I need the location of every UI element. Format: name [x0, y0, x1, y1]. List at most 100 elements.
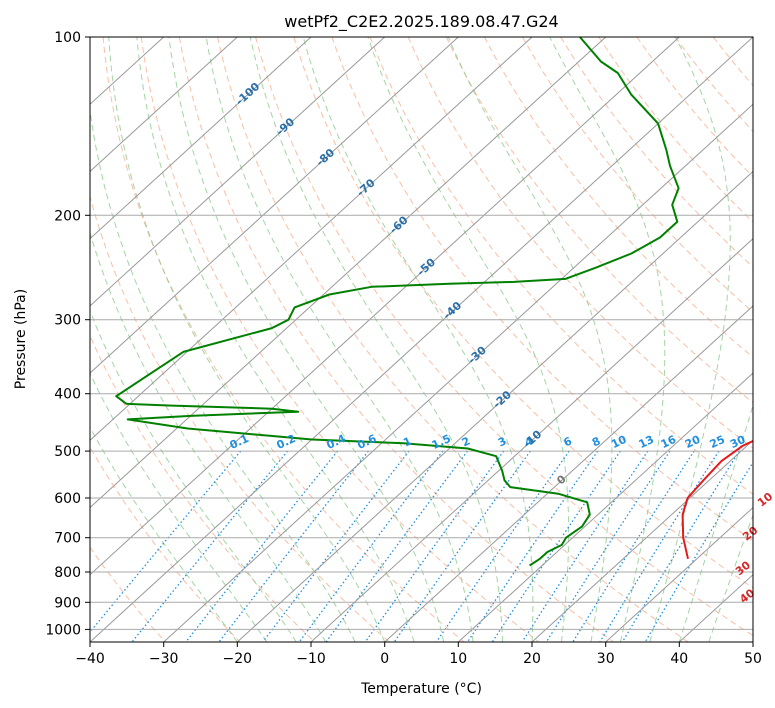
y-tick-label: 700	[54, 531, 81, 547]
y-tick-label: 900	[54, 595, 81, 611]
isotherm-line	[90, 37, 459, 374]
mixing-ratio-label: 0.4	[325, 432, 348, 452]
moist-adiabat-line	[205, 37, 474, 642]
chart-title: wetPf2_C2E2.2025.189.08.47.G24	[284, 12, 558, 32]
y-tick-label: 800	[54, 565, 81, 581]
y-tick-label: 500	[54, 444, 81, 460]
moist-adiabat-line	[90, 426, 238, 642]
background-lines	[90, 37, 753, 642]
x-tick-label: 0	[380, 651, 389, 667]
isotherm-line	[163, 103, 753, 642]
dry-adiabat-line	[102, 37, 465, 642]
temperature-profile	[681, 439, 753, 560]
dry-adiabat-line	[636, 37, 753, 178]
dry-adiabat-line	[674, 37, 753, 133]
y-tick-label: 100	[54, 30, 81, 46]
x-tick-label: −10	[296, 651, 326, 667]
moist-adiabat-line	[302, 37, 534, 642]
isotherm-line	[531, 439, 753, 642]
isotherm-line	[310, 237, 753, 642]
isotherm-line	[90, 37, 607, 509]
y-tick-label: 200	[54, 208, 81, 224]
moist-adiabat-line	[708, 513, 753, 642]
mixing-ratio-label: 6	[562, 434, 575, 449]
y-tick-label: 1000	[45, 622, 81, 638]
profile-lines	[115, 37, 753, 567]
x-tick-label: −20	[223, 651, 253, 667]
mixing-ratio-label: 1	[401, 434, 413, 449]
mixing-ratio-label: 20	[683, 433, 703, 451]
x-tick-label: −30	[149, 651, 179, 667]
moist-adiabat-line	[90, 372, 268, 642]
isotherm-line	[236, 170, 753, 642]
mixing-ratio-line	[262, 450, 410, 642]
isotherm-line	[90, 37, 238, 173]
dry-adiabat-line	[331, 37, 753, 542]
moist-adiabat-line	[108, 37, 386, 642]
dry-adiabat-line	[255, 37, 753, 637]
dry-adiabat-line	[217, 37, 689, 642]
mixing-ratio-line	[185, 450, 339, 642]
x-tick-label: −40	[75, 651, 105, 667]
moist-adiabat-line	[367, 37, 570, 642]
moist-adiabat-line	[90, 230, 327, 642]
mixing-ratio-line	[521, 450, 649, 642]
dry-adiabat-line	[293, 37, 753, 589]
isotherm-line	[752, 641, 753, 642]
mixing-ratio-line	[218, 450, 369, 642]
mixing-ratio-line	[435, 450, 570, 642]
mixing-ratio-line	[621, 450, 740, 642]
mixing-ratio-line	[90, 450, 242, 634]
mixing-ratio-line	[298, 450, 444, 642]
mixing-ratio-label: 8	[590, 434, 602, 449]
dry-adiabat-line	[178, 37, 614, 642]
mixing-ratio-label: 3	[496, 434, 508, 449]
x-tick-label: 20	[523, 651, 541, 667]
isotherm-line	[90, 37, 680, 576]
mixing-ratio-line	[364, 450, 505, 642]
x-tick-label: 40	[670, 651, 688, 667]
mixing-ratio-label: 25	[708, 433, 727, 451]
dry-adiabat-line	[598, 37, 753, 223]
mixing-ratio-line	[466, 450, 599, 642]
moist-adiabat-line	[90, 309, 297, 642]
dry-adiabat-line	[750, 37, 753, 40]
dry-adiabat-label: 20	[740, 524, 760, 544]
mixing-ratio-line	[325, 450, 469, 642]
isotherm-line	[90, 37, 533, 442]
dry-adiabat-label: 30	[733, 558, 753, 578]
dry-adiabat-label: 10	[755, 490, 775, 510]
moist-adiabat-line	[249, 37, 503, 642]
mixing-ratio-label: 0.2	[275, 432, 298, 452]
moist-adiabat-line	[90, 106, 356, 642]
dry-adiabat-line	[445, 37, 753, 404]
x-tick-label: 10	[449, 651, 467, 667]
dry-adiabat-line	[90, 194, 390, 642]
dry-adiabat-label: 40	[737, 586, 757, 606]
dry-adiabat-line	[560, 37, 753, 268]
mixing-ratio-line	[572, 450, 695, 642]
isotherm-label: -100	[233, 80, 262, 108]
mixing-ratio-label: 30	[728, 433, 748, 451]
dry-adiabat-line	[712, 37, 753, 87]
mixing-ratio-label: 10	[609, 433, 629, 451]
isotherm-line	[90, 37, 753, 642]
mixing-ratio-label: 13	[637, 433, 656, 451]
dewpoint-profile	[115, 37, 680, 567]
plot-frame	[89, 36, 754, 643]
x-axis-label: Temperature (°C)	[360, 681, 482, 697]
x-tick-label: 30	[597, 651, 615, 667]
moist-adiabat-line	[168, 37, 445, 642]
isotherm-line	[605, 506, 753, 642]
y-tick-label: 400	[54, 387, 81, 403]
moist-adiabat-line	[678, 403, 753, 642]
moist-adiabat-line	[447, 37, 613, 642]
dry-adiabat-line	[90, 446, 241, 642]
dry-adiabat-line	[369, 37, 753, 495]
dry-adiabat-line	[483, 37, 753, 358]
y-tick-label: 300	[54, 313, 81, 329]
mixing-ratio-label: 0.1	[228, 432, 251, 452]
y-axis-label: Pressure (hPa)	[13, 289, 29, 389]
isotherm-line	[457, 372, 753, 642]
